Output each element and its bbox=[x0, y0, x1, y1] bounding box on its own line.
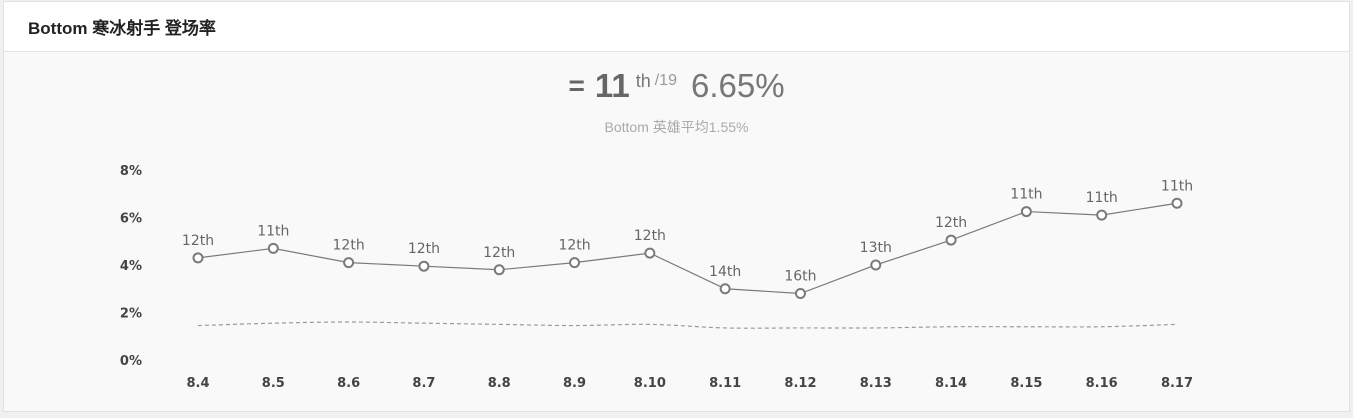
data-point-rank-label: 12th bbox=[408, 241, 440, 257]
average-series-line bbox=[197, 321, 1178, 329]
y-tick-label: 0% bbox=[120, 354, 142, 369]
y-tick-label: 8% bbox=[120, 164, 142, 179]
x-tick-label: 8.12 bbox=[784, 376, 816, 391]
data-point-rank-label: 13th bbox=[860, 240, 892, 256]
x-tick-label: 8.14 bbox=[935, 376, 967, 391]
data-point-marker bbox=[267, 242, 279, 254]
rank-suffix: th bbox=[635, 71, 651, 91]
pick-rate-value: 6.65% bbox=[690, 67, 785, 104]
panel-header: Bottom 寒冰射手 登场率 bbox=[4, 2, 1349, 52]
x-tick-label: 8.17 bbox=[1161, 376, 1193, 391]
data-point-marker bbox=[945, 234, 957, 246]
data-point-rank-label: 12th bbox=[333, 238, 365, 254]
rank-total: /19 bbox=[654, 72, 677, 89]
average-rate-text: Bottom 英雄平均1.55% bbox=[604, 119, 749, 135]
x-tick-label: 8.13 bbox=[860, 376, 892, 391]
data-point-rank-label: 12th bbox=[182, 233, 214, 249]
data-point-marker bbox=[794, 288, 806, 299]
data-point-marker bbox=[493, 264, 505, 276]
panel-title: Bottom 寒冰射手 登场率 bbox=[28, 19, 216, 38]
y-tick-label: 2% bbox=[120, 307, 142, 322]
data-point-marker bbox=[1096, 209, 1108, 221]
data-point-rank-label: 11th bbox=[1161, 178, 1193, 194]
data-point-rank-label: 16th bbox=[784, 269, 816, 285]
data-point-marker bbox=[192, 252, 204, 264]
x-tick-label: 8.10 bbox=[634, 376, 666, 391]
data-point-rank-label: 12th bbox=[483, 245, 515, 261]
data-point-marker bbox=[1171, 197, 1183, 209]
x-tick-label: 8.7 bbox=[412, 376, 435, 391]
data-point-marker bbox=[569, 257, 581, 269]
data-point-rank-label: 12th bbox=[935, 215, 967, 231]
data-point-rank-label: 12th bbox=[558, 238, 590, 254]
x-tick-label: 8.6 bbox=[337, 376, 360, 391]
data-point-marker bbox=[719, 283, 731, 295]
y-tick-label: 6% bbox=[120, 212, 142, 227]
data-point-rank-label: 12th bbox=[634, 228, 666, 244]
data-point-rank-label: 11th bbox=[257, 223, 289, 239]
x-tick-label: 8.16 bbox=[1086, 376, 1118, 391]
pick-rate-panel: Bottom 寒冰射手 登场率 bbox=[3, 1, 1350, 412]
data-point-marker bbox=[418, 260, 430, 272]
data-point-marker bbox=[644, 247, 656, 259]
equal-sign: = bbox=[568, 70, 585, 101]
x-tick-label: 8.9 bbox=[563, 376, 586, 391]
pick-rate-series-line bbox=[197, 202, 1178, 295]
x-tick-label: 8.8 bbox=[488, 376, 511, 391]
data-point-marker bbox=[870, 259, 882, 271]
data-point-rank-label: 11th bbox=[1010, 187, 1042, 203]
x-tick-label: 8.15 bbox=[1010, 376, 1042, 391]
y-tick-label: 4% bbox=[120, 259, 142, 274]
data-point-marker bbox=[343, 257, 355, 269]
x-tick-label: 8.5 bbox=[262, 376, 285, 391]
data-point-rank-label: 11th bbox=[1086, 190, 1118, 206]
x-tick-label: 8.4 bbox=[186, 376, 209, 391]
rank-number: 11 bbox=[594, 67, 630, 104]
x-tick-label: 8.11 bbox=[709, 376, 741, 391]
data-point-marker bbox=[1020, 206, 1032, 218]
data-point-rank-label: 14th bbox=[709, 264, 741, 280]
